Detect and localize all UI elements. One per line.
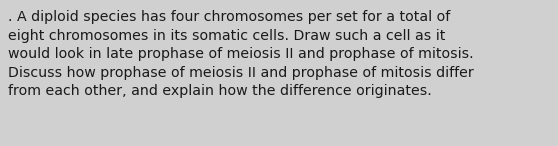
- Text: . A diploid species has four chromosomes per set for a total of
eight chromosome: . A diploid species has four chromosomes…: [8, 10, 474, 99]
